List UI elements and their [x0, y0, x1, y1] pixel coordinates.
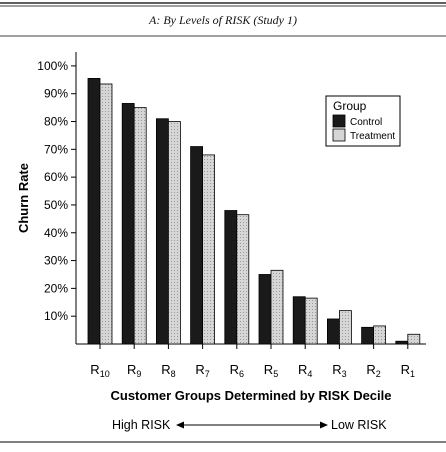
risk-scale: High RISK Low RISK	[112, 418, 387, 432]
bar-treatment-R3	[338, 310, 352, 345]
legend: Group Control Treatment	[325, 95, 401, 147]
legend-swatch-control	[332, 114, 346, 128]
bar-control-R8	[155, 118, 169, 345]
bar-treatment-R8	[167, 121, 181, 345]
y-axis-label: Churn Rate	[16, 163, 31, 233]
x-ticks: R10 R9 R8 R7 R6 R5 R4 R3 R2 R1	[90, 344, 415, 379]
bar-treatment-R7	[202, 154, 216, 345]
chart-title: A: By Levels of RISK (Study 1)	[148, 13, 297, 27]
legend-label-control: Control	[350, 117, 382, 128]
legend-swatch-treatment	[332, 128, 346, 142]
y-tick-label: 20%	[44, 281, 68, 295]
bar-treatment-R4	[304, 297, 318, 345]
bar-treatment-R9	[133, 107, 147, 345]
y-tick-label: 50%	[44, 198, 68, 212]
bar-treatment-R1	[407, 333, 421, 345]
y-tick-label: 60%	[44, 170, 68, 184]
x-tick-label: R5	[264, 362, 278, 379]
y-tick-label: 80%	[44, 115, 68, 129]
x-tick-label: R3	[332, 362, 346, 379]
y-tick-label: 30%	[44, 254, 68, 268]
bar-treatment-R5	[270, 269, 284, 345]
y-tick-label: 10%	[44, 309, 68, 323]
bar-control-R10	[87, 78, 101, 345]
bar-control-R9	[121, 103, 135, 345]
legend-label-treatment: Treatment	[350, 131, 395, 142]
bar-control-R3	[326, 318, 340, 345]
x-tick-label: R9	[127, 362, 141, 379]
y-tick-label: 100%	[37, 59, 68, 73]
bar-control-R2	[361, 326, 375, 345]
bar-control-R6	[224, 210, 238, 345]
x-tick-label: R2	[366, 362, 380, 379]
bar-control-R7	[190, 146, 204, 345]
x-tick-label: R7	[195, 362, 209, 379]
bar-treatment-R10	[99, 83, 113, 345]
y-tick-label: 40%	[44, 226, 68, 240]
y-tick-label: 90%	[44, 87, 68, 101]
bar-control-R1	[395, 340, 409, 345]
x-tick-label: R4	[298, 362, 312, 379]
x-tick-label: R10	[90, 362, 109, 379]
left-arrowhead	[176, 421, 184, 429]
y-tick-label: 70%	[44, 142, 68, 156]
bar-control-R4	[292, 296, 306, 345]
y-ticks: 10% 20% 30% 40% 50% 60% 70% 80% 90% 100%	[37, 59, 76, 323]
bar-treatment-R2	[373, 325, 387, 345]
x-tick-label: R8	[161, 362, 175, 379]
bars	[87, 78, 421, 345]
right-arrowhead	[320, 421, 328, 429]
x-tick-label: R6	[230, 362, 244, 379]
x-axis-label: Customer Groups Determined by RISK Decil…	[110, 388, 391, 403]
low-risk-label: Low RISK	[331, 418, 387, 432]
high-risk-label: High RISK	[112, 418, 171, 432]
bar-treatment-R6	[236, 214, 250, 345]
x-tick-label: R1	[401, 362, 415, 379]
bar-control-R5	[258, 274, 272, 345]
legend-title: Group	[333, 99, 367, 113]
